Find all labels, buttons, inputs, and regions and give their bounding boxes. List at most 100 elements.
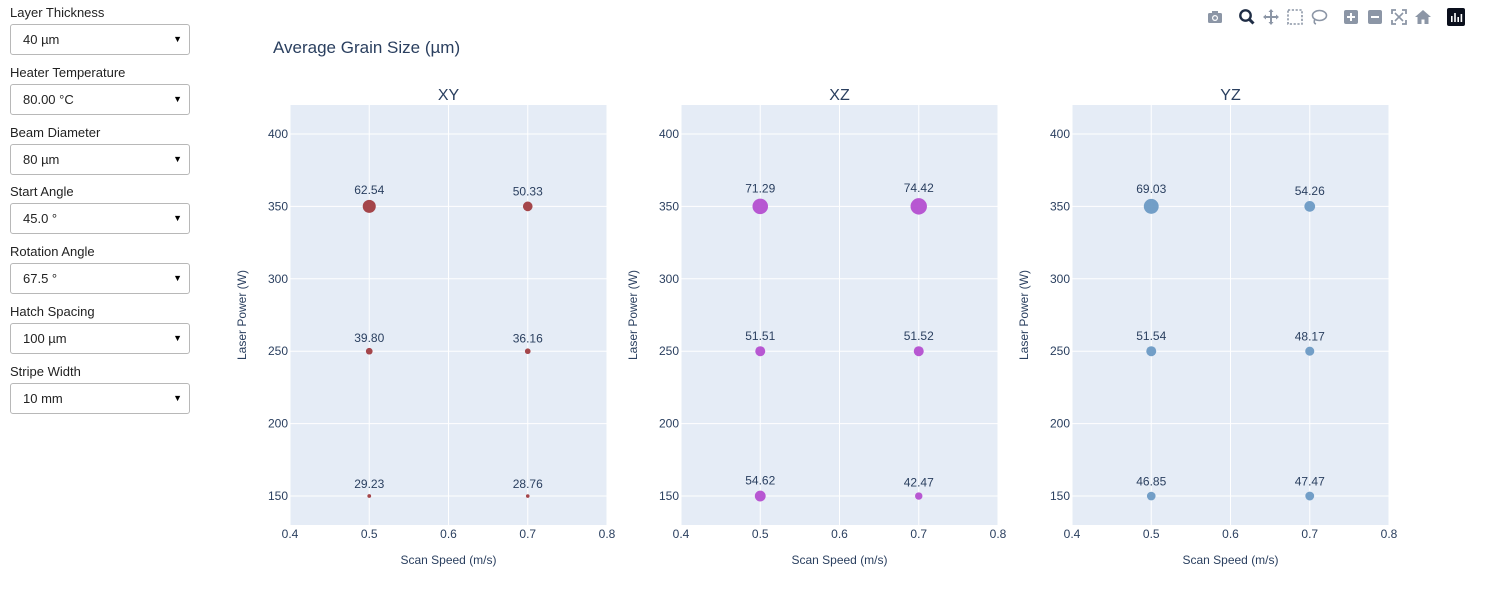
data-point: [1146, 491, 1156, 501]
data-label: 51.54: [1136, 329, 1166, 343]
y-tick-label: 250: [1050, 344, 1070, 358]
control-stripe-width: Stripe Width 10 mm ▼: [10, 359, 190, 419]
data-label: 54.62: [745, 474, 775, 488]
data-label: 50.33: [513, 185, 543, 199]
reset-axes-icon[interactable]: [1413, 7, 1433, 27]
x-axis-title: Scan Speed (m/s): [400, 553, 496, 567]
control-label: Hatch Spacing: [10, 303, 95, 319]
control-label: Layer Thickness: [10, 5, 105, 20]
x-tick-label: 0.6: [1222, 527, 1239, 541]
data-label: 46.85: [1136, 475, 1166, 489]
data-label: 54.26: [1295, 184, 1325, 198]
data-label: 39.80: [354, 331, 384, 345]
x-tick-label: 0.7: [910, 527, 927, 541]
x-tick-label: 0.6: [440, 527, 457, 541]
y-tick-label: 300: [659, 272, 679, 286]
pan-icon[interactable]: [1261, 7, 1281, 27]
zoom-out-icon[interactable]: [1365, 7, 1385, 27]
y-tick-label: 200: [268, 417, 288, 431]
stripe-width-dropdown[interactable]: 10 mm ▼: [10, 382, 190, 414]
control-label: Start Angle: [10, 184, 74, 200]
data-point: [1143, 198, 1159, 214]
data-point: [913, 346, 924, 357]
x-axis-title: Scan Speed (m/s): [791, 553, 887, 567]
dropdown-value: 45.0 °: [23, 211, 58, 227]
caret-down-icon: ▼: [173, 273, 182, 284]
y-tick-label: 400: [1050, 127, 1070, 141]
y-tick-label: 350: [1050, 199, 1070, 213]
caret-down-icon: ▼: [173, 153, 182, 164]
control-label: Beam Diameter: [10, 124, 101, 140]
caret-down-icon: ▼: [173, 34, 182, 44]
data-label: 62.54: [354, 183, 384, 197]
data-point: [362, 199, 376, 213]
parameter-sidebar: Layer Thickness 40 µm ▼ Heater Temperatu…: [10, 0, 190, 419]
y-tick-label: 150: [1050, 489, 1070, 503]
heater-temperature-dropdown[interactable]: 80.00 °C ▼: [10, 83, 190, 115]
caret-down-icon: ▼: [173, 213, 182, 224]
y-tick-label: 350: [659, 199, 679, 213]
plotly-logo-icon[interactable]: [1446, 7, 1466, 27]
y-tick-label: 250: [659, 344, 679, 358]
y-tick-label: 200: [1050, 417, 1070, 431]
x-tick-label: 0.4: [282, 527, 299, 541]
y-tick-label: 300: [268, 272, 288, 286]
data-label: 51.51: [745, 329, 775, 343]
beam-diameter-dropdown[interactable]: 80 µm ▼: [10, 143, 190, 175]
data-label: 69.03: [1136, 182, 1166, 196]
control-heater-temperature: Heater Temperature 80.00 °C ▼: [10, 60, 190, 120]
data-point: [910, 198, 927, 215]
data-point: [525, 494, 530, 498]
data-label: 36.16: [513, 331, 543, 345]
data-point: [752, 198, 769, 215]
camera-icon[interactable]: [1205, 7, 1225, 27]
start-angle-dropdown[interactable]: 45.0 ° ▼: [10, 203, 190, 235]
control-label: Rotation Angle: [10, 244, 95, 260]
data-point: [1304, 201, 1316, 212]
caret-down-icon: ▼: [173, 93, 182, 104]
x-tick-label: 0.7: [519, 527, 536, 541]
data-point: [755, 346, 766, 357]
hatch-spacing-dropdown[interactable]: 100 µm ▼: [10, 322, 190, 354]
caret-down-icon: ▼: [173, 392, 182, 403]
layer-thickness-dropdown[interactable]: 40 µm ▼: [10, 24, 190, 55]
data-point: [1305, 491, 1315, 501]
caret-down-icon: ▼: [173, 332, 182, 343]
data-label: 29.23: [354, 477, 384, 491]
data-label: 28.76: [513, 477, 543, 491]
data-label: 48.17: [1295, 330, 1325, 344]
x-axis-title: Scan Speed (m/s): [1182, 553, 1278, 567]
zoom-icon[interactable]: [1237, 7, 1257, 27]
data-label: 47.47: [1295, 475, 1325, 489]
data-point: [915, 492, 923, 500]
figure-title: Average Grain Size (µm): [273, 38, 461, 57]
plot-modebar: [1205, 7, 1470, 27]
x-tick-label: 0.8: [990, 527, 1007, 541]
x-tick-label: 0.5: [752, 527, 769, 541]
data-point: [1305, 346, 1315, 356]
data-point: [522, 201, 533, 212]
subplot-title-xy: XY: [438, 87, 460, 104]
y-axis-title: Laser Power (W): [1017, 270, 1031, 360]
control-hatch-spacing: Hatch Spacing 100 µm ▼: [10, 299, 190, 359]
y-tick-label: 400: [659, 127, 679, 141]
data-point: [754, 490, 766, 502]
y-tick-label: 250: [268, 344, 288, 358]
zoom-in-icon[interactable]: [1341, 7, 1361, 27]
x-tick-label: 0.4: [1064, 527, 1081, 541]
rotation-angle-dropdown[interactable]: 67.5 ° ▼: [10, 263, 190, 295]
x-tick-label: 0.8: [599, 527, 616, 541]
control-label: Heater Temperature: [10, 64, 126, 80]
dropdown-value: 80 µm: [23, 151, 60, 167]
dropdown-value: 100 µm: [23, 330, 67, 346]
box-select-icon[interactable]: [1285, 7, 1305, 27]
autoscale-icon[interactable]: [1389, 7, 1409, 27]
y-tick-label: 150: [268, 489, 288, 503]
control-rotation-angle: Rotation Angle 67.5 ° ▼: [10, 239, 190, 299]
y-tick-label: 350: [268, 199, 288, 213]
y-axis-title: Laser Power (W): [626, 270, 640, 360]
data-point: [367, 494, 372, 498]
lasso-select-icon[interactable]: [1309, 7, 1329, 27]
data-point: [1146, 346, 1157, 357]
